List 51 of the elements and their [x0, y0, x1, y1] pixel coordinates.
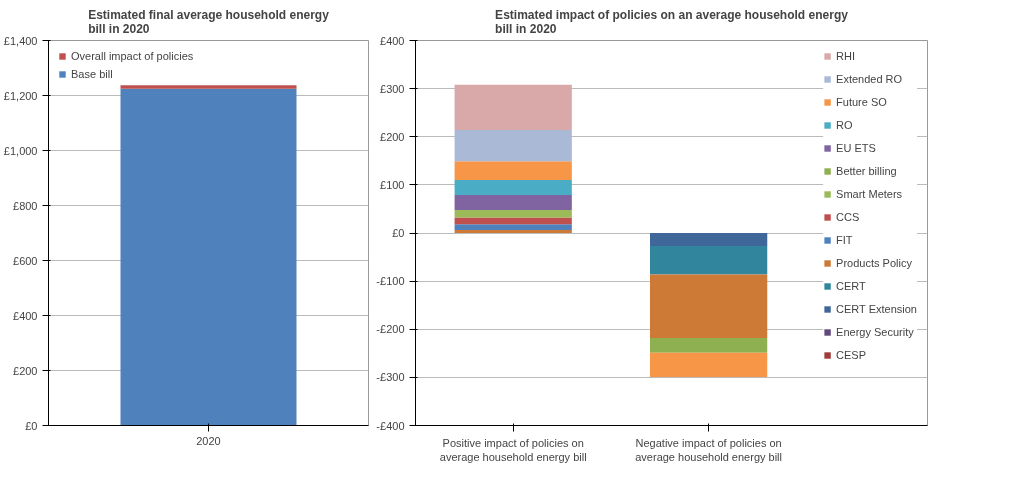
y-tick-label: £0: [25, 419, 38, 432]
bar: [454, 194, 572, 210]
legend-label: EU ETS: [836, 142, 876, 154]
legend-label: Overall impact of policies: [71, 50, 194, 62]
bar: [454, 209, 572, 218]
y-tick-label: -£200: [376, 323, 405, 336]
y-tick-label: £800: [13, 199, 38, 212]
bar: [454, 230, 572, 233]
bar: [454, 180, 572, 195]
y-tick-label: £300: [380, 82, 405, 95]
legend-label: CCS: [836, 211, 860, 223]
y-tick-label: £0: [392, 227, 405, 239]
legend-label: CERT: [836, 280, 866, 292]
legend-label: Better billing: [836, 165, 897, 177]
y-tick-label: £100: [380, 178, 405, 191]
y-tick-label: £400: [13, 309, 38, 322]
legend-label: Products Policy: [836, 257, 912, 269]
legend-label: Smart Meters: [836, 188, 903, 200]
y-tick-label: -£300: [376, 371, 405, 384]
y-tick-label: £1,400: [3, 34, 38, 47]
y-tick-label: £1,200: [3, 89, 38, 102]
y-tick-label: £200: [13, 364, 38, 377]
bar: [454, 224, 572, 231]
chart-title: Estimated impact of policies on an average household energy bill in 2020: [495, 7, 849, 36]
legend-label: CERT Extension: [836, 303, 917, 315]
legend-label: RHI: [836, 50, 857, 62]
y-tick-label: -£400: [376, 419, 405, 432]
bar: [650, 352, 768, 377]
y-tick-label: £1,000: [3, 144, 38, 157]
bar: [650, 233, 768, 246]
legend-label: Extended RO: [836, 73, 903, 85]
legend-label: Energy Security: [836, 326, 914, 338]
bar: [650, 245, 768, 275]
bar: [650, 274, 768, 338]
bar: [454, 161, 572, 181]
x-tick-label: 2020: [196, 434, 221, 447]
y-tick-label: £600: [13, 254, 38, 267]
bar: [650, 337, 768, 353]
legend-label: CESP: [836, 349, 867, 361]
legend-label: Future SO: [836, 96, 887, 108]
legend-label: FIT: [836, 234, 854, 246]
y-tick-label: -£100: [376, 275, 405, 288]
y-tick-label: £200: [380, 130, 405, 143]
chart-title: Estimated final average household energy bill in 2020: [88, 7, 330, 36]
x-tick-label: Positive impact of policies on average household energy bill: [439, 436, 587, 463]
y-tick-label: £400: [380, 34, 405, 47]
legend-label: Base bill: [71, 68, 113, 80]
legend-label: RO: [836, 119, 854, 131]
bar: [454, 130, 572, 162]
bar: [454, 84, 572, 131]
x-tick-label: Negative impact of policies on average household energy bill: [635, 436, 783, 463]
